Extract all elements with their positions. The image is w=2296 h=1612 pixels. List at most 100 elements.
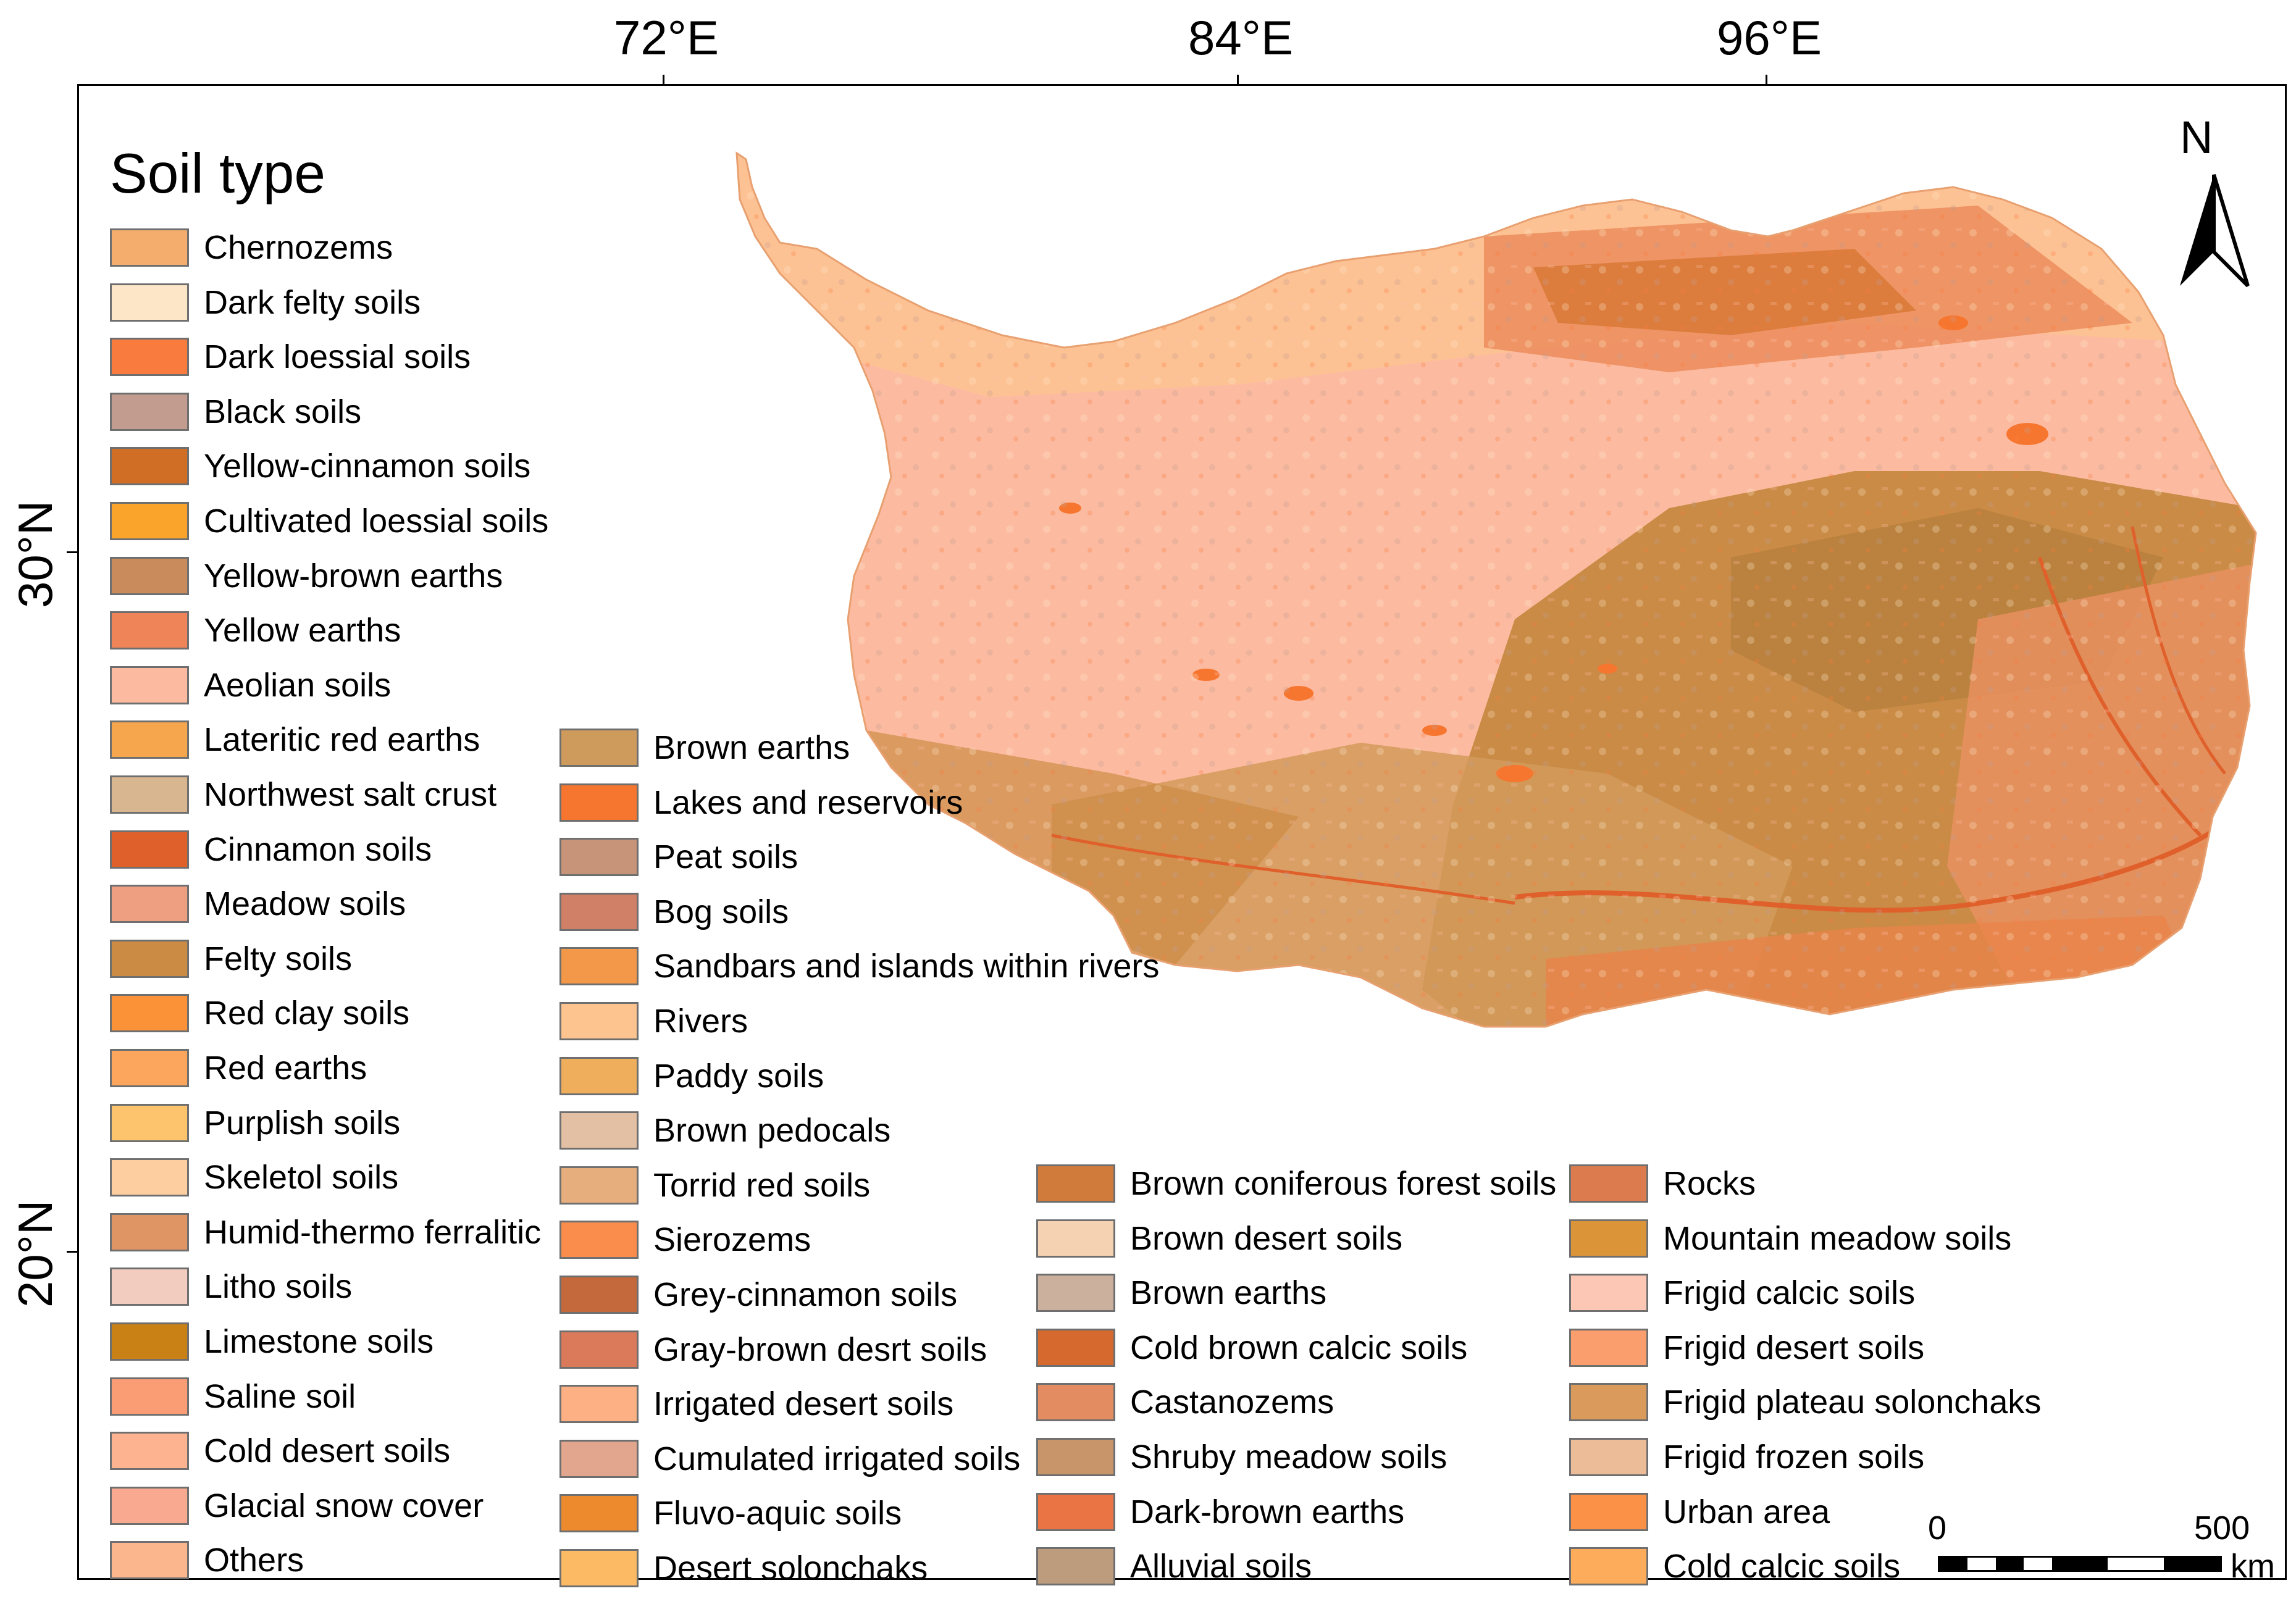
legend-label: Aeolian soils bbox=[204, 666, 392, 704]
legend-swatch bbox=[110, 720, 189, 759]
legend-swatch bbox=[110, 994, 189, 1033]
legend-swatch bbox=[110, 1541, 189, 1580]
soil-map-region bbox=[735, 151, 2257, 1028]
legend-swatch bbox=[1036, 1438, 1115, 1476]
scale-zero-label: 0 bbox=[1928, 1510, 1947, 1547]
legend-swatch bbox=[110, 611, 189, 650]
tick-30n bbox=[67, 551, 77, 553]
legend-swatch bbox=[110, 1377, 189, 1416]
legend-label: Sierozems bbox=[653, 1221, 811, 1259]
legend-label: Saline soil bbox=[204, 1377, 356, 1415]
scale-segment bbox=[1940, 1558, 1968, 1570]
legend-swatch bbox=[110, 283, 189, 322]
legend-label: Desert solonchaks bbox=[653, 1550, 928, 1587]
legend-label: Glacial snow cover bbox=[204, 1487, 484, 1524]
legend-swatch bbox=[559, 1494, 639, 1533]
scale-segment bbox=[2024, 1558, 2052, 1570]
tick-20n bbox=[67, 1251, 77, 1253]
legend-label: Brown pedocals bbox=[653, 1112, 891, 1150]
legend-swatch bbox=[1569, 1164, 1648, 1203]
legend-label: Skeletol soils bbox=[204, 1159, 399, 1196]
legend-label: Black soils bbox=[204, 393, 362, 430]
legend-swatch bbox=[1036, 1164, 1115, 1203]
legend-swatch bbox=[1569, 1438, 1648, 1476]
legend-label: Yellow-brown earths bbox=[204, 557, 503, 595]
legend-label: Purplish soils bbox=[204, 1104, 401, 1142]
scale-unit-label: km bbox=[2231, 1548, 2275, 1585]
legend-label: Lakes and reservoirs bbox=[653, 783, 963, 821]
legend-swatch bbox=[110, 1486, 189, 1525]
lon-label-72e: 72°E bbox=[614, 10, 719, 65]
legend-swatch bbox=[559, 783, 639, 822]
legend-swatch bbox=[1569, 1328, 1648, 1367]
legend-label: Red clay soils bbox=[204, 995, 410, 1032]
scale-segment bbox=[1967, 1558, 1996, 1570]
legend-label: Rivers bbox=[653, 1003, 748, 1040]
legend-label: Chernozems bbox=[204, 229, 393, 266]
legend-label: Torrid red soils bbox=[653, 1166, 871, 1204]
legend-swatch bbox=[1036, 1383, 1115, 1422]
legend-swatch bbox=[559, 1276, 639, 1314]
scale-segment bbox=[2108, 1558, 2164, 1570]
legend-label: Lateritic red earths bbox=[204, 721, 480, 759]
legend-swatch bbox=[110, 666, 189, 704]
legend-label: Cold calcic soils bbox=[1663, 1548, 1901, 1585]
legend-label: Frigid calcic soils bbox=[1663, 1274, 1916, 1312]
legend-swatch bbox=[559, 1056, 639, 1095]
legend-swatch bbox=[559, 1166, 639, 1205]
legend-swatch bbox=[1036, 1547, 1115, 1586]
lat-label-20n: 20°N bbox=[8, 1200, 62, 1308]
legend-label: Alluvial soils bbox=[1130, 1548, 1312, 1585]
legend-swatch bbox=[110, 1267, 189, 1306]
legend-label: Yellow earths bbox=[204, 612, 401, 649]
map-frame bbox=[77, 84, 2287, 1580]
legend-label: Rocks bbox=[1663, 1165, 1756, 1202]
legend-swatch bbox=[110, 1103, 189, 1142]
legend-swatch bbox=[1569, 1383, 1648, 1422]
scale-segment bbox=[2051, 1558, 2108, 1570]
legend-swatch bbox=[1569, 1547, 1648, 1586]
legend-swatch bbox=[110, 502, 189, 540]
north-label: N bbox=[2180, 112, 2213, 163]
legend-label: Castanozems bbox=[1130, 1384, 1334, 1421]
legend-swatch bbox=[1569, 1219, 1648, 1258]
legend-label: Paddy soils bbox=[653, 1057, 824, 1095]
tick-72e bbox=[663, 75, 664, 85]
legend-label: Sandbars and islands within rivers bbox=[653, 948, 1160, 985]
legend-label: Brown earths bbox=[653, 729, 850, 766]
legend-swatch bbox=[559, 1549, 639, 1587]
scale-segment bbox=[2164, 1558, 2221, 1570]
legend-swatch bbox=[559, 1002, 639, 1040]
legend-swatch bbox=[110, 1213, 189, 1251]
legend-swatch bbox=[110, 447, 189, 486]
legend-label: Frigid frozen soils bbox=[1663, 1439, 1925, 1476]
legend-label: Meadow soils bbox=[204, 885, 406, 923]
legend-label: Dark felty soils bbox=[204, 283, 421, 321]
legend-label: Frigid desert soils bbox=[1663, 1329, 1925, 1366]
legend-swatch bbox=[110, 775, 189, 814]
legend-label: Frigid plateau solonchaks bbox=[1663, 1384, 2042, 1421]
legend-label: Northwest salt crust bbox=[204, 776, 497, 813]
legend-label: Cold desert soils bbox=[204, 1432, 451, 1470]
legend-swatch bbox=[559, 1439, 639, 1478]
legend-label: Brown coniferous forest soils bbox=[1130, 1165, 1557, 1202]
legend-swatch bbox=[559, 729, 639, 767]
legend-swatch bbox=[110, 885, 189, 924]
legend-swatch bbox=[110, 338, 189, 377]
legend-swatch bbox=[559, 1111, 639, 1150]
legend-swatch bbox=[1569, 1492, 1648, 1531]
legend-label: Yellow-cinnamon soils bbox=[204, 448, 531, 485]
legend-label: Brown earths bbox=[1130, 1274, 1327, 1312]
legend-swatch bbox=[559, 892, 639, 931]
legend-label: Cultivated loessial soils bbox=[204, 503, 549, 540]
scale-bar bbox=[1938, 1556, 2222, 1572]
legend-label: Brown desert soils bbox=[1130, 1219, 1403, 1257]
legend-label: Litho soils bbox=[204, 1268, 353, 1306]
tick-96e bbox=[1766, 75, 1767, 85]
legend-label: Dark-brown earths bbox=[1130, 1493, 1405, 1531]
legend-swatch bbox=[110, 1049, 189, 1087]
legend-label: Gray-brown desrt soils bbox=[653, 1330, 987, 1368]
legend-swatch bbox=[559, 947, 639, 986]
legend-swatch bbox=[1569, 1274, 1648, 1313]
legend-label: Cold brown calcic soils bbox=[1130, 1329, 1468, 1366]
